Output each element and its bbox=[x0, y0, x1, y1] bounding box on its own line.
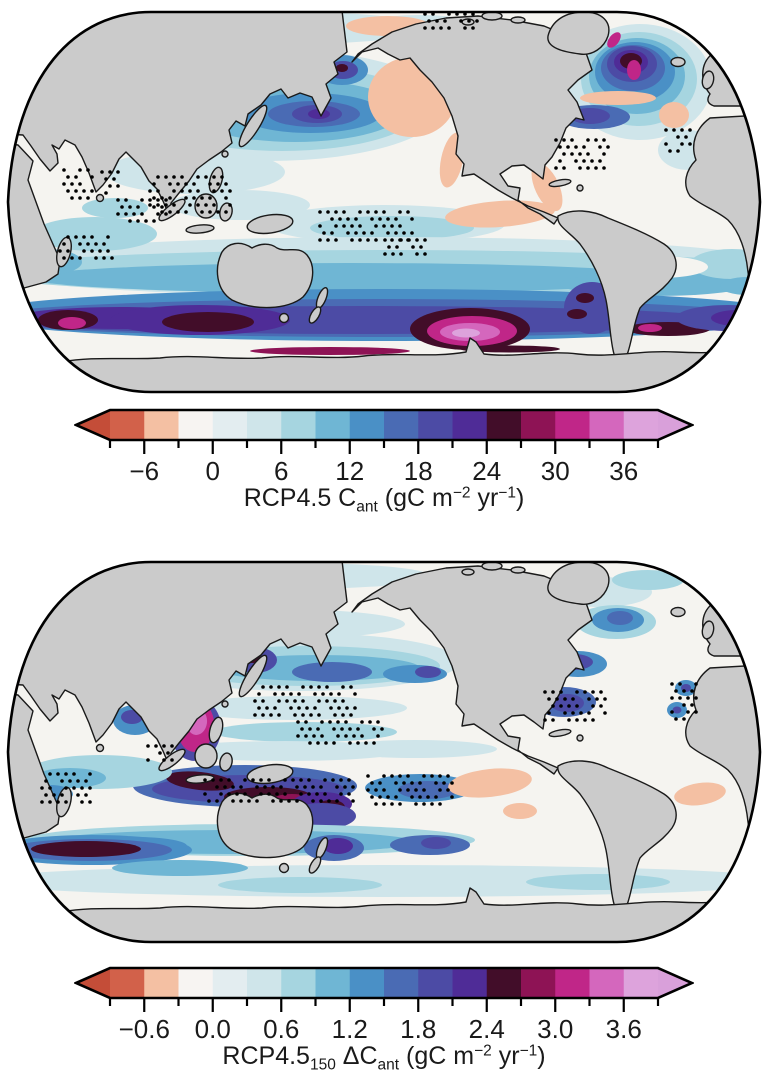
stipple-dots-b bbox=[40, 682, 698, 806]
tick-label: −0.6 bbox=[118, 1014, 170, 1044]
tick-label: 3.0 bbox=[537, 1014, 574, 1044]
stipple-dots-a bbox=[58, 12, 692, 260]
map-panel-a bbox=[0, 2, 768, 400]
tick-label: 18 bbox=[403, 456, 433, 486]
tick-label: 3.6 bbox=[605, 1014, 642, 1044]
map-panel-b bbox=[0, 552, 768, 950]
tick-label: −6 bbox=[129, 456, 160, 486]
tick-label: 0.6 bbox=[263, 1014, 300, 1044]
colorbar-a-scale bbox=[74, 408, 694, 454]
tick-label: 1.2 bbox=[331, 1014, 368, 1044]
tick-label: 2.4 bbox=[468, 1014, 505, 1044]
tick-label: 30 bbox=[540, 456, 570, 486]
tick-label: 36 bbox=[609, 456, 639, 486]
tick-label: 0 bbox=[205, 456, 220, 486]
colorbar-a: −6 0 6 12 18 24 30 36 RCP4.5 Cant (gC m−2 yr−1) bbox=[74, 408, 694, 516]
tick-label: 12 bbox=[335, 456, 365, 486]
tick-label: 6 bbox=[274, 456, 289, 486]
colorbar-a-ticks: −6 0 6 12 18 24 30 36 bbox=[74, 456, 694, 486]
tick-label: 0.0 bbox=[194, 1014, 231, 1044]
tick-label: 1.8 bbox=[400, 1014, 437, 1044]
colorbar-a-title: RCP4.5 Cant (gC m−2 yr−1) bbox=[243, 484, 525, 516]
colorbar-b: −0.6 0.0 0.6 1.2 1.8 2.4 3.0 3.6 RCP4.5150 ΔCan… bbox=[74, 966, 694, 1070]
tick-label: 24 bbox=[472, 456, 502, 486]
colorbar-b-title: RCP4.5150 ΔCant (gC m−2 yr−1) bbox=[222, 1042, 546, 1070]
colorbar-b-scale bbox=[74, 966, 694, 1012]
colorbar-b-ticks: −0.6 0.0 0.6 1.2 1.8 2.4 3.0 3.6 bbox=[74, 1014, 694, 1044]
